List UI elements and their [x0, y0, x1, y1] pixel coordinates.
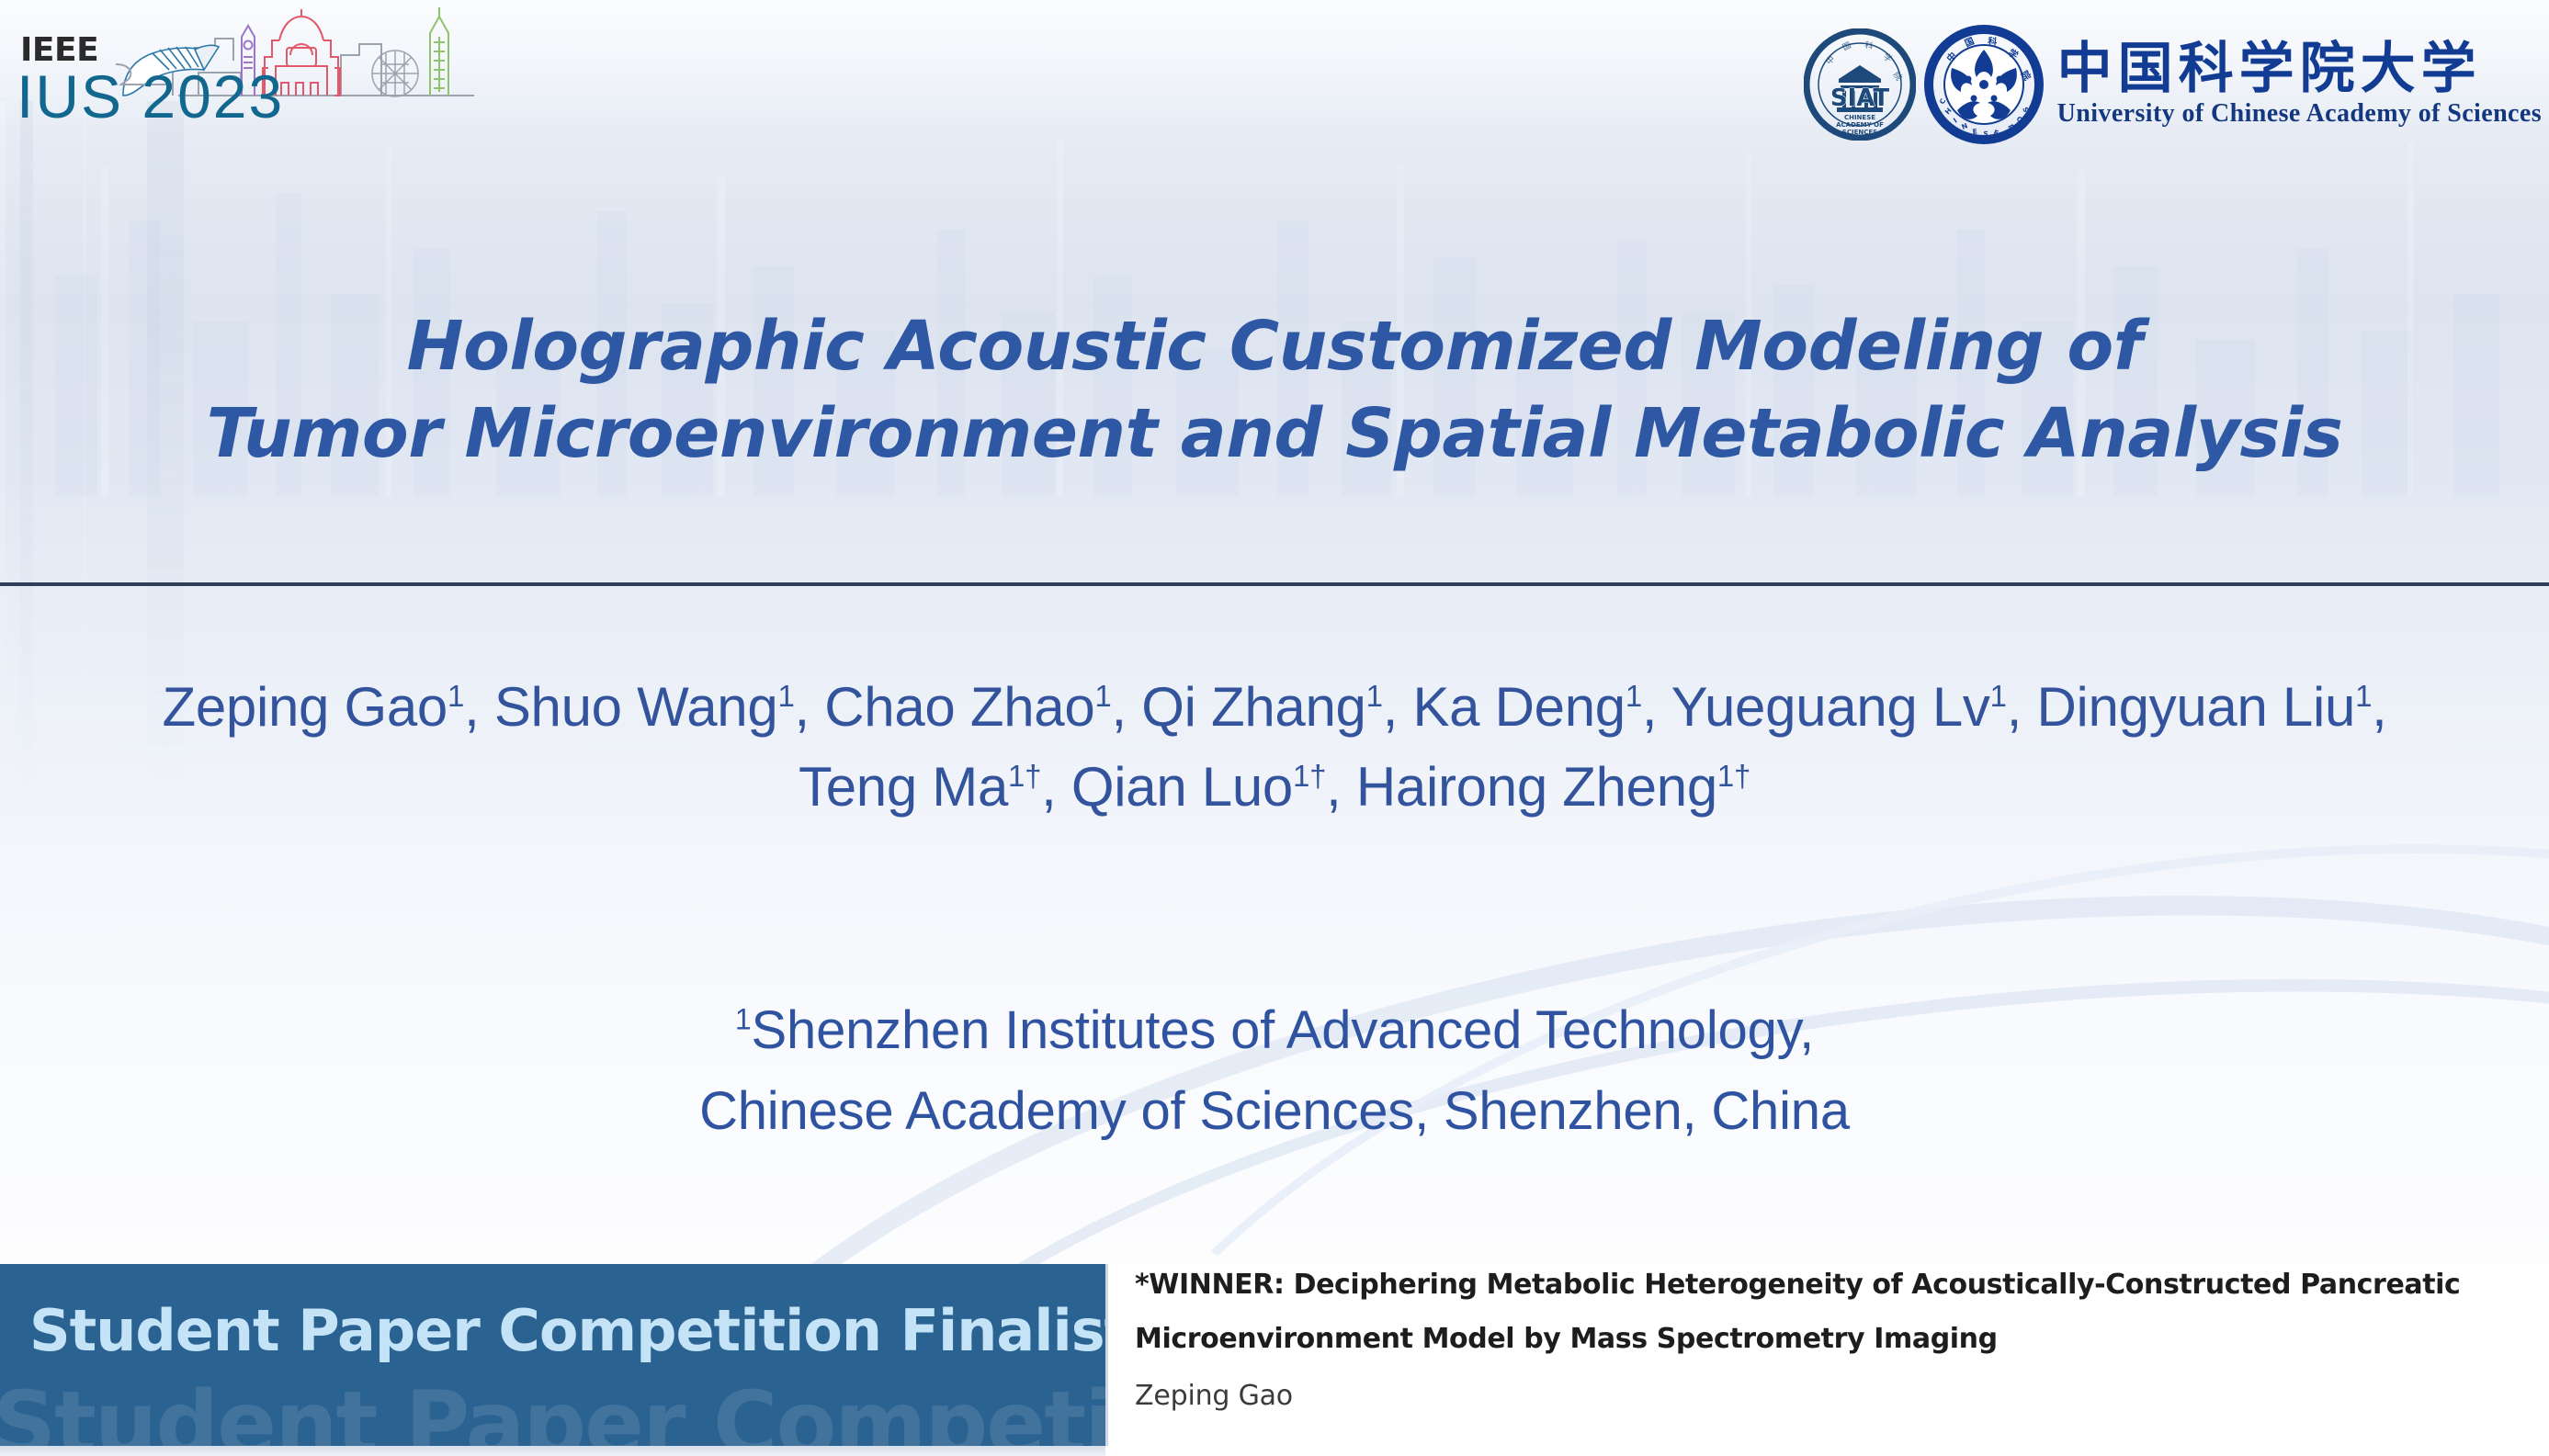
title-line-1: Holographic Acoustic Customized Modeling… [406, 307, 2143, 386]
author-name: Zeping Gao [162, 676, 448, 738]
student-paper-competition-banner: Student Paper Competition Finalists Stud… [0, 1264, 1108, 1446]
svg-text:院: 院 [1890, 70, 1904, 83]
flower-atom-motif [1950, 50, 2017, 119]
svg-text:S: S [2021, 106, 2030, 114]
banner-ghost-text: Student Paper Competition [0, 1372, 1105, 1446]
affiliation-text: Shenzhen Institutes of Advanced Technolo… [751, 1000, 1815, 1060]
author-line-1: Zeping Gao1, Shuo Wang1, Chao Zhao1, Qi … [162, 676, 2387, 738]
svg-text:SIAT: SIAT [1830, 85, 1890, 112]
presentation-slide: IEEE IUS 2023 SIAT CHINESE ACADEMY OF SC… [0, 0, 2549, 1264]
svg-text:C: C [1937, 96, 1947, 106]
svg-text:ACADEMY OF: ACADEMY OF [1836, 121, 1884, 129]
page-title: Holographic Acoustic Customized Modeling… [0, 303, 2549, 477]
author-affiliation-marker: 1 [1625, 679, 1642, 713]
banner-label: Student Paper Competition Finalists [29, 1297, 1108, 1364]
author-affiliation-marker: 1 [1365, 679, 1383, 713]
author-affiliation-marker: 1 [1094, 679, 1112, 713]
ieee-wordmark: IEEE [20, 31, 98, 69]
author-name: Qian Luo [1071, 756, 1294, 818]
affiliation-marker: 1 [734, 1002, 752, 1036]
svg-text:N: N [1960, 121, 1968, 131]
bottom-bar: Student Paper Competition Finalists Stud… [0, 1264, 2549, 1456]
svg-text:SCIENCES: SCIENCES [1841, 129, 1876, 136]
winner-entry: *WINNER: Deciphering Metabolic Heterogen… [1135, 1269, 2532, 1413]
background-skyline-shapes [55, 138, 2499, 496]
ucas-seal-icon: 中 国 科 学 院 C H I N E S E A C S [1923, 25, 2044, 144]
author-name: Teng Ma [799, 756, 1009, 818]
svg-text:国: 国 [1963, 36, 1976, 50]
svg-text:CHINESE: CHINESE [1844, 114, 1875, 121]
author-affiliation-marker: 1† [1293, 759, 1327, 793]
svg-text:国: 国 [1841, 40, 1852, 53]
affiliation-block: 1Shenzhen Institutes of Advanced Technol… [0, 990, 2549, 1152]
svg-text:科: 科 [1864, 40, 1874, 51]
svg-text:S: S [1982, 130, 1988, 139]
author-name: Hairong Zheng [1355, 756, 1717, 818]
author-affiliation-marker: 1 [447, 679, 465, 713]
ieee-ius-2023-logo: IEEE IUS 2023 [17, 7, 474, 121]
ius-2023-wordmark: IUS 2023 [17, 62, 284, 121]
author-list: Zeping Gao1, Shuo Wang1, Chao Zhao1, Qi … [0, 667, 2549, 827]
author-name: Qi Zhang [1141, 676, 1366, 738]
author-name: Yueguang Lv [1671, 676, 1990, 738]
svg-text:科: 科 [1987, 35, 1997, 48]
author-name: Shuo Wang [493, 676, 778, 738]
institution-logos: SIAT CHINESE ACADEMY OF SCIENCES 中 国 科 学… [1803, 24, 2542, 145]
winner-author-name: Zeping Gao [1135, 1380, 1293, 1412]
author-affiliation-marker: 1† [1716, 759, 1750, 793]
author-affiliation-marker: 1 [2355, 679, 2373, 713]
author-name: Dingyuan Liu [2036, 676, 2356, 738]
background-cityscape-texture [0, 101, 2549, 818]
svg-text:A: A [2006, 122, 2015, 132]
svg-text:E: E [1972, 127, 1977, 136]
svg-text:I: I [1952, 117, 1959, 125]
ucas-wordmark: 中国科学院大学 University of Chinese Academy of… [2057, 40, 2542, 129]
author-affiliation-marker: 1 [1989, 679, 2007, 713]
author-line-2: Teng Ma1†, Qian Luo1†, Hairong Zheng1† [799, 756, 1750, 818]
author-affiliation-marker: 1† [1008, 759, 1042, 793]
svg-text:学: 学 [1881, 51, 1894, 64]
svg-text:C: C [2014, 115, 2024, 124]
winner-title-line-1: *WINNER: Deciphering Metabolic Heterogen… [1135, 1269, 2461, 1301]
horizontal-divider [0, 582, 2549, 586]
svg-text:E: E [1992, 128, 2000, 137]
svg-text:H: H [1943, 107, 1953, 117]
title-line-2: Tumor Microenvironment and Spatial Metab… [206, 393, 2343, 473]
affiliation-line-1: 1Shenzhen Institutes of Advanced Technol… [0, 990, 2549, 1071]
siat-seal-icon: SIAT CHINESE ACADEMY OF SCIENCES 中 国 科 学… [1803, 28, 1916, 141]
ucas-chinese-name: 中国科学院大学 [2056, 37, 2482, 102]
banner-underline [0, 1446, 1105, 1456]
author-name: Chao Zhao [824, 676, 1095, 738]
winner-title-line-2: Microenvironment Model by Mass Spectrome… [1135, 1323, 1998, 1355]
affiliation-line-2: Chinese Academy of Sciences, Shenzhen, C… [699, 1081, 1850, 1142]
svg-text:中: 中 [1823, 53, 1837, 67]
ucas-english-name: University of Chinese Academy of Science… [2056, 99, 2542, 129]
author-name: Ka Deng [1412, 676, 1626, 738]
author-affiliation-marker: 1 [777, 679, 795, 713]
